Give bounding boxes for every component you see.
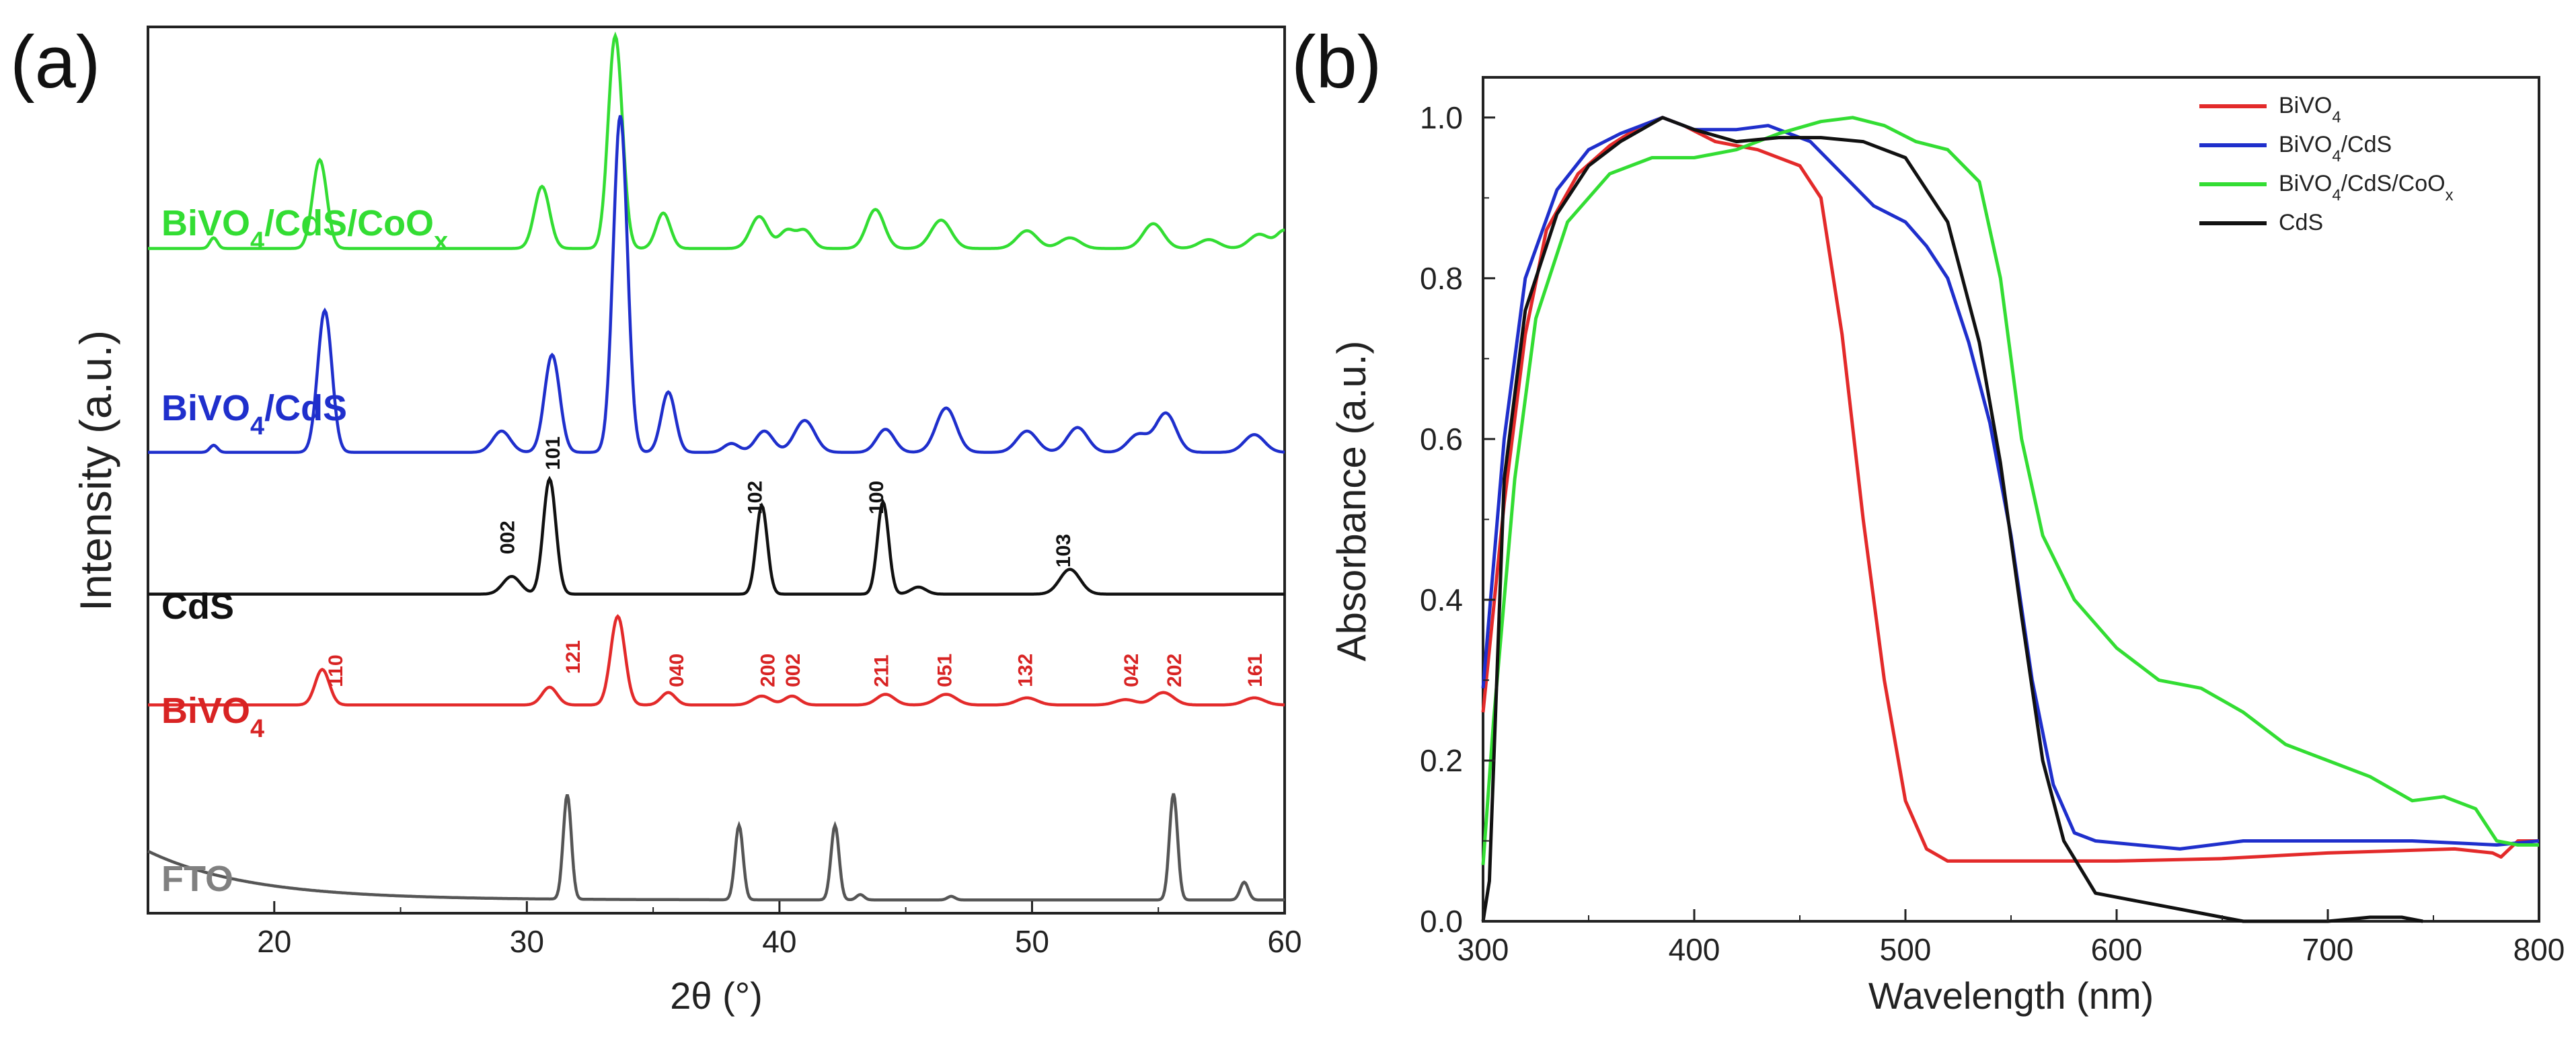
peak-label: 101: [542, 436, 564, 470]
legend-entry-bivo4-cds-coox-part: /CdS/CoO: [2341, 171, 2446, 196]
panel-a-series-group: [147, 31, 1285, 902]
panel-a-frame: [147, 26, 1286, 915]
peak-label: 002: [782, 654, 804, 687]
panel-a-x-ticks: 20 30 40 50 60: [147, 901, 1302, 959]
xrd-line-bivo4-cds: [148, 115, 1285, 454]
x-tick-label: 800: [2513, 932, 2565, 967]
panel-a-x-axis-title: 2θ (°): [670, 974, 763, 1017]
legend-entry-bivo4-cds-coox-part: BiVO: [2279, 171, 2332, 196]
peak-label: 042: [1121, 654, 1143, 687]
xrd-line-bivo4-cds-coox: [148, 31, 1285, 250]
panel-b-absorbance-chart: (b) 300 400 500 600 700 800 0.0 0.2 0.4 0.6 0.8 1.0…: [1291, 21, 2565, 1017]
peak-label: 202: [1164, 654, 1186, 687]
x-tick-label: 400: [1669, 932, 1720, 967]
x-tick-label: 40: [762, 924, 796, 959]
panel-a-y-axis-title: Intensity (a.u.): [71, 330, 120, 611]
legend-entry-cds: CdS: [2279, 210, 2323, 235]
absorbance-line-bivo4-cds: [1481, 116, 2540, 851]
xrd-line-bivo4: [148, 614, 1285, 707]
series-label-bivo4-cds-part: /CdS: [264, 388, 347, 428]
series-label-bivo4: BiVO4: [161, 691, 264, 743]
legend-entry-bivo4: BiVO4: [2279, 93, 2341, 126]
absorbance-line-cds: [1481, 116, 2423, 923]
series-label-bivo4-part: BiVO: [161, 691, 250, 731]
peak-label: 161: [1244, 654, 1266, 687]
peak-label: 200: [757, 654, 779, 687]
peak-label: 002: [497, 520, 519, 554]
series-label-bivo4-cds-part: 4: [250, 412, 264, 440]
x-tick-label: 600: [2091, 932, 2143, 967]
panel-b-ticks: 300 400 500 600 700 800 0.0 0.2 0.4 0.6 0.8 1.0: [1420, 100, 2565, 967]
x-tick-label: 50: [1015, 924, 1049, 959]
series-label-bivo4-cds-coox-part: x: [434, 227, 448, 256]
series-label-cds: CdS: [161, 586, 234, 627]
legend-entry-bivo4-cds-coox-part: 4: [2332, 186, 2341, 204]
absorbance-line-bivo4: [1481, 116, 2539, 863]
y-tick-label: 0.0: [1420, 904, 1463, 939]
panel-b-x-axis-title: Wavelength (nm): [1868, 974, 2154, 1017]
legend-entry-bivo4-cds-part: /CdS: [2341, 132, 2392, 157]
legend-entry-bivo4-part: 4: [2332, 108, 2341, 126]
panel-a-label: (a): [10, 21, 100, 104]
peak-label: 100: [866, 481, 888, 514]
peak-label: 110: [325, 654, 347, 687]
y-tick-label: 0.8: [1420, 261, 1463, 296]
legend-entry-bivo4-cds-part: BiVO: [2279, 132, 2332, 157]
series-label-bivo4-cds-coox-part: /CdS/CoO: [264, 203, 434, 243]
series-label-fto-part: FTO: [161, 859, 233, 899]
y-tick-label: 0.6: [1420, 422, 1463, 457]
x-tick-label: 700: [2302, 932, 2354, 967]
panel-b-series-group: [1481, 116, 2540, 923]
series-label-bivo4-cds-coox: BiVO4/CdS/CoOx: [161, 203, 448, 256]
series-label-bivo4-part: 4: [250, 715, 264, 743]
peak-label: 102: [745, 481, 767, 514]
y-tick-label: 0.2: [1420, 743, 1463, 778]
series-label-bivo4-cds-coox-part: 4: [250, 227, 264, 256]
legend-entry-bivo4-cds-coox: BiVO4/CdS/CoOx: [2279, 171, 2454, 204]
peak-label: 040: [666, 654, 688, 687]
peak-label: 132: [1014, 654, 1036, 687]
peak-label: 121: [562, 640, 584, 674]
series-label-bivo4-cds-part: BiVO: [161, 388, 250, 428]
series-label-fto: FTO: [161, 859, 233, 899]
x-tick-label: 300: [1457, 932, 1509, 967]
absorbance-line-bivo4-cds-coox: [1481, 116, 2539, 865]
series-label-bivo4-cds: BiVO4/CdS: [161, 388, 347, 440]
legend-entry-bivo4-cds-part: 4: [2332, 147, 2341, 165]
x-tick-label: 30: [510, 924, 544, 959]
y-tick-label: 1.0: [1420, 100, 1463, 135]
legend-entry-cds-part: CdS: [2279, 210, 2323, 235]
xrd-line-fto: [147, 793, 1285, 902]
peak-label: 103: [1053, 534, 1075, 568]
legend-entry-bivo4-cds: BiVO4/CdS: [2279, 132, 2392, 165]
panel-b-y-axis-title: Absorbance (a.u.): [1329, 341, 1374, 662]
panel-b-frame: [1482, 76, 2540, 923]
x-tick-label: 500: [1880, 932, 1932, 967]
legend-entry-bivo4-cds-coox-part: x: [2446, 186, 2454, 204]
series-label-cds-part: CdS: [161, 586, 234, 627]
legend-entry-bivo4-part: BiVO: [2279, 93, 2332, 118]
peak-label: 051: [934, 654, 956, 687]
y-tick-label: 0.4: [1420, 582, 1463, 617]
xrd-line-cds: [148, 475, 1285, 596]
panel-b-label: (b): [1291, 21, 1381, 104]
x-tick-label: 60: [1267, 924, 1301, 959]
peak-label: 211: [870, 654, 893, 687]
series-label-bivo4-cds-coox-part: BiVO: [161, 203, 250, 243]
x-tick-label: 20: [257, 924, 291, 959]
